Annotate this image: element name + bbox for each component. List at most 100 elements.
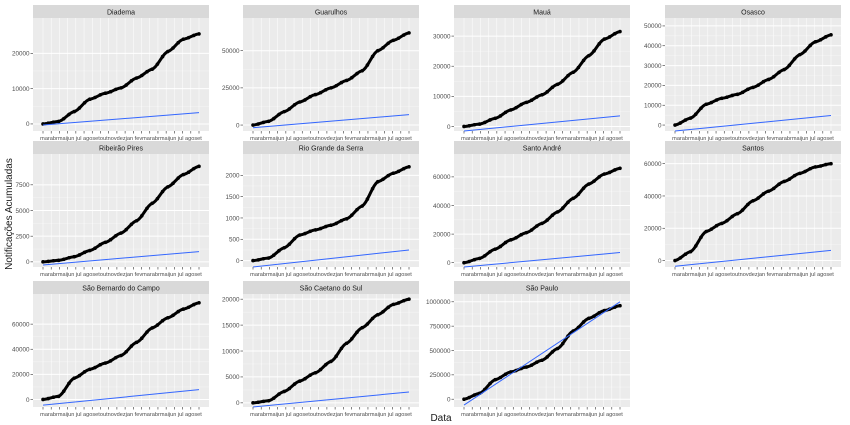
data-point [41, 260, 45, 264]
data-point [62, 116, 66, 121]
y-tick-label: 25000 [222, 85, 240, 92]
data-point [740, 208, 745, 212]
data-point [272, 396, 276, 400]
data-point [98, 93, 102, 97]
x-tick-labels: marabrmaijun jul agosetoutnovdezjan fevm… [250, 136, 412, 142]
data-point [46, 396, 50, 401]
data-point [683, 118, 688, 122]
data-point [766, 189, 771, 193]
data-point [540, 221, 544, 226]
data-point [155, 62, 160, 66]
data-point [766, 77, 771, 82]
y-tick-label: 20000 [12, 51, 30, 58]
x-tick-labels: marabrmaijun jul agosetoutnovdezjan fevm… [40, 136, 202, 142]
data-point [514, 235, 518, 240]
data-point [597, 42, 601, 46]
y-tick-label: 60000 [644, 161, 662, 168]
data-point [391, 38, 396, 43]
data-point [145, 69, 149, 74]
data-point [678, 256, 682, 260]
data-point [386, 41, 391, 46]
data-point [483, 120, 487, 125]
facet-title: São Bernardo do Campo [82, 286, 160, 293]
data-point [145, 206, 149, 211]
data-point [694, 244, 698, 248]
data-point [134, 76, 139, 80]
data-point [488, 249, 492, 254]
data-point [571, 196, 575, 201]
x-tick-labels: marabrmaijun jul agosetoutnovdezjan fevm… [250, 272, 412, 278]
data-point [251, 401, 255, 405]
data-point [355, 207, 359, 212]
data-point [197, 300, 201, 305]
data-point [376, 48, 380, 53]
data-point [509, 370, 513, 374]
data-point [571, 70, 575, 75]
data-point [602, 172, 607, 176]
data-point [777, 70, 781, 75]
y-tick-label: 0 [26, 397, 30, 404]
data-point [581, 58, 586, 63]
data-point [529, 98, 534, 103]
y-tick-label: 0 [236, 122, 240, 129]
data-point [524, 230, 529, 235]
data-point [503, 240, 508, 245]
data-point [402, 166, 406, 171]
fit-line [463, 115, 621, 132]
x-tick-labels: marabrmaijun jul agosetoutnovdezjan fevm… [461, 412, 623, 418]
data-point [272, 116, 276, 121]
fit-line [674, 115, 832, 132]
facet-strip [243, 281, 419, 294]
y-tick-label: 0 [26, 121, 30, 128]
data-point [324, 362, 328, 367]
data-point [386, 173, 391, 178]
data-point [714, 98, 719, 102]
data-point [292, 102, 297, 107]
data-point [618, 29, 622, 34]
data-point [581, 186, 586, 190]
data-point [576, 65, 581, 70]
y-tick-label: 10000 [12, 86, 30, 93]
data-point [792, 57, 797, 61]
data-point [535, 224, 539, 228]
data-point [694, 112, 698, 116]
data-point [181, 37, 186, 41]
data-point [782, 179, 786, 184]
data-point [376, 179, 380, 184]
data-point [704, 102, 708, 107]
data-point [798, 171, 802, 176]
data-point [714, 223, 719, 228]
data-point [550, 85, 555, 90]
data-point [756, 83, 760, 87]
data-point [699, 106, 703, 110]
fit-line [674, 249, 832, 267]
data-point [735, 211, 740, 216]
data-point [613, 168, 617, 172]
data-point [134, 218, 139, 223]
data-point [381, 45, 385, 50]
data-point [587, 53, 591, 58]
data-point [313, 228, 318, 232]
data-point [166, 316, 170, 320]
facet-strip [243, 5, 419, 18]
data-point [129, 222, 134, 227]
data-point [119, 231, 123, 235]
data-point [808, 43, 812, 48]
data-point [140, 73, 144, 78]
data-point [318, 226, 323, 231]
data-point [751, 199, 755, 203]
y-tick-label: 40000 [433, 203, 451, 210]
data-point [67, 112, 71, 117]
data-point [329, 86, 333, 90]
y-tick-label: 2000 [225, 173, 240, 180]
data-point [88, 97, 92, 102]
data-point [592, 179, 596, 183]
data-point [171, 313, 175, 318]
data-point [618, 303, 622, 308]
data-point [761, 79, 766, 84]
data-point [114, 355, 118, 360]
data-point [303, 376, 307, 381]
x-tick-labels: marabrmaijun jul agosetoutnovdezjan fevm… [461, 272, 623, 278]
data-point [370, 54, 375, 59]
